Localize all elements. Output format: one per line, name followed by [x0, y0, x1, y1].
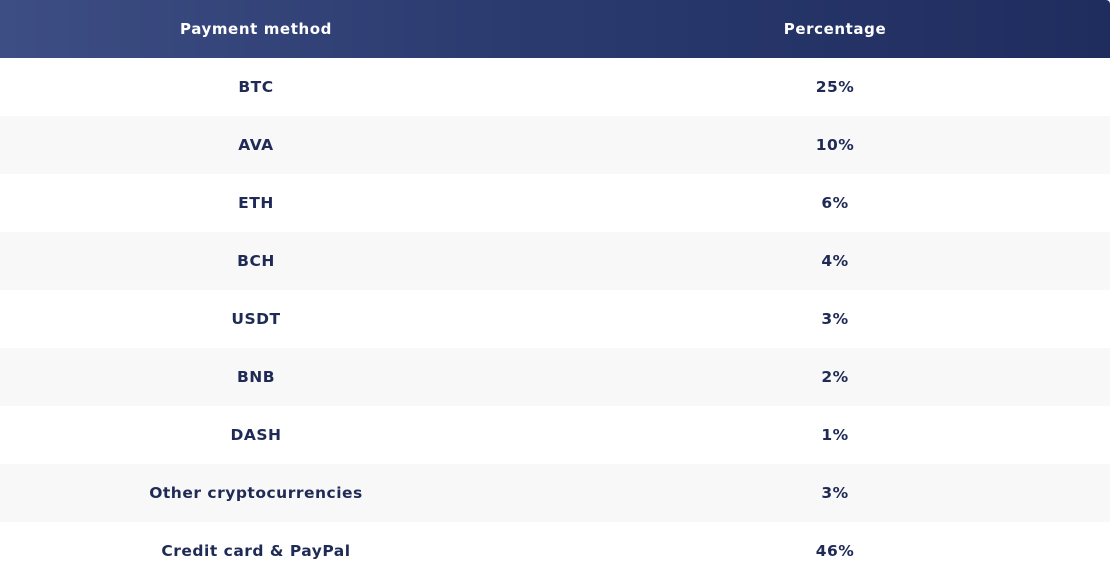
table-row: AVA 10%: [0, 116, 1110, 174]
percentage-cell: 2%: [821, 368, 849, 386]
column-header-payment-method: Payment method: [180, 20, 332, 38]
payment-method-cell: Credit card & PayPal: [161, 542, 351, 560]
table-body: BTC 25% AVA 10% ETH 6% BCH 4% USDT 3% BNB 2% DASH 1% O…: [0, 58, 1110, 580]
payment-method-cell: DASH: [230, 426, 282, 444]
percentage-cell: 1%: [821, 426, 849, 444]
table-row: BNB 2%: [0, 348, 1110, 406]
table-row: DASH 1%: [0, 406, 1110, 464]
table-row: BTC 25%: [0, 58, 1110, 116]
table-row: ETH 6%: [0, 174, 1110, 232]
payment-method-cell: ETH: [238, 194, 274, 212]
table-row: USDT 3%: [0, 290, 1110, 348]
table-header: Payment method Percentage: [0, 0, 1110, 58]
percentage-cell: 3%: [821, 310, 849, 328]
percentage-cell: 25%: [815, 78, 855, 96]
table-row: Other cryptocurrencies 3%: [0, 464, 1110, 522]
payment-method-cell: USDT: [231, 310, 281, 328]
percentage-cell: 3%: [821, 484, 849, 502]
column-header-percentage: Percentage: [783, 20, 887, 38]
payment-method-cell: Other cryptocurrencies: [149, 484, 363, 502]
percentage-cell: 6%: [821, 194, 849, 212]
percentage-cell: 4%: [821, 252, 849, 270]
payment-method-cell: BNB: [236, 368, 276, 386]
payment-method-cell: BCH: [237, 252, 275, 270]
percentage-cell: 46%: [815, 542, 855, 560]
table-row: BCH 4%: [0, 232, 1110, 290]
payment-method-cell: BTC: [238, 78, 274, 96]
payment-method-cell: AVA: [238, 136, 274, 154]
percentage-cell: 10%: [815, 136, 855, 154]
table-row: Credit card & PayPal 46%: [0, 522, 1110, 580]
